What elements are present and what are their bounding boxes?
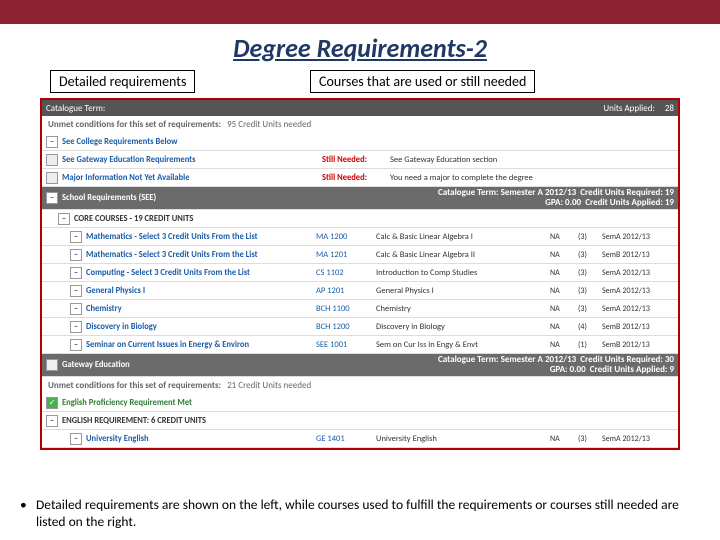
course-row: Seminar on Current Issues in Energy & En… (42, 336, 678, 354)
units-applied-val: 28 (665, 103, 674, 114)
cat-term-label: Catalogue Term: (46, 103, 105, 114)
course-row: Discovery in BiologyBCH 1200Discovery in… (42, 318, 678, 336)
req-college: See College Requirements Below (42, 133, 678, 151)
course-row: General Physics IAP 1201General Physics … (42, 282, 678, 300)
req-major-info: Major Information Not Yet Available Stil… (42, 169, 678, 187)
section-gateway: Gateway Education Catalogue Term: Semest… (42, 354, 678, 377)
degree-audit-screenshot: Catalogue Term: Units Applied: 28 Unmet … (40, 98, 680, 450)
check-icon (46, 397, 58, 409)
course-row: University EnglishGE 1401University Engl… (42, 430, 678, 448)
collapse-icon[interactable] (70, 249, 82, 261)
collapse-icon[interactable] (58, 213, 70, 225)
course-row: Mathematics - Select 3 Credit Units From… (42, 228, 678, 246)
units-applied-label: Units Applied: (603, 103, 655, 114)
collapse-icon[interactable] (46, 192, 58, 204)
slide-title: Degree Requirements-2 (0, 24, 720, 70)
collapse-icon[interactable] (46, 415, 58, 427)
section-school-req: School Requirements (SEE) Catalogue Term… (42, 187, 678, 210)
collapse-icon[interactable] (70, 231, 82, 243)
collapse-icon[interactable] (70, 267, 82, 279)
collapse-icon[interactable] (70, 321, 82, 333)
top-bar (0, 0, 720, 24)
req-gateway-edu: See Gateway Education Requirements Still… (42, 151, 678, 169)
status-icon (46, 359, 58, 371)
bullet-dot-icon: • (20, 496, 27, 513)
label-courses: Courses that are used or still needed (310, 70, 535, 93)
status-icon (46, 172, 58, 184)
collapse-icon[interactable] (46, 136, 58, 148)
unmet-conditions-1: Unmet conditions for this set of require… (42, 116, 678, 133)
status-icon (46, 154, 58, 166)
collapse-icon[interactable] (70, 285, 82, 297)
collapse-icon[interactable] (70, 339, 82, 351)
course-row: Mathematics - Select 3 Credit Units From… (42, 246, 678, 264)
bullet-note: • Detailed requirements are shown on the… (20, 496, 700, 530)
collapse-icon[interactable] (70, 433, 82, 445)
label-detailed: Detailed requirements (50, 70, 195, 93)
core-courses-header: CORE COURSES - 19 CREDIT UNITS (42, 210, 678, 228)
unmet-conditions-2: Unmet conditions for this set of require… (42, 377, 678, 394)
collapse-icon[interactable] (70, 303, 82, 315)
eng-prof-row: English Proficiency Requirement Met (42, 394, 678, 412)
header-row: Catalogue Term: Units Applied: 28 (42, 100, 678, 116)
course-row: Computing - Select 3 Credit Units From t… (42, 264, 678, 282)
eng-req-header: ENGLISH REQUIREMENT: 6 CREDIT UNITS (42, 412, 678, 430)
course-row: ChemistryBCH 1100ChemistryNA(3)SemA 2012… (42, 300, 678, 318)
